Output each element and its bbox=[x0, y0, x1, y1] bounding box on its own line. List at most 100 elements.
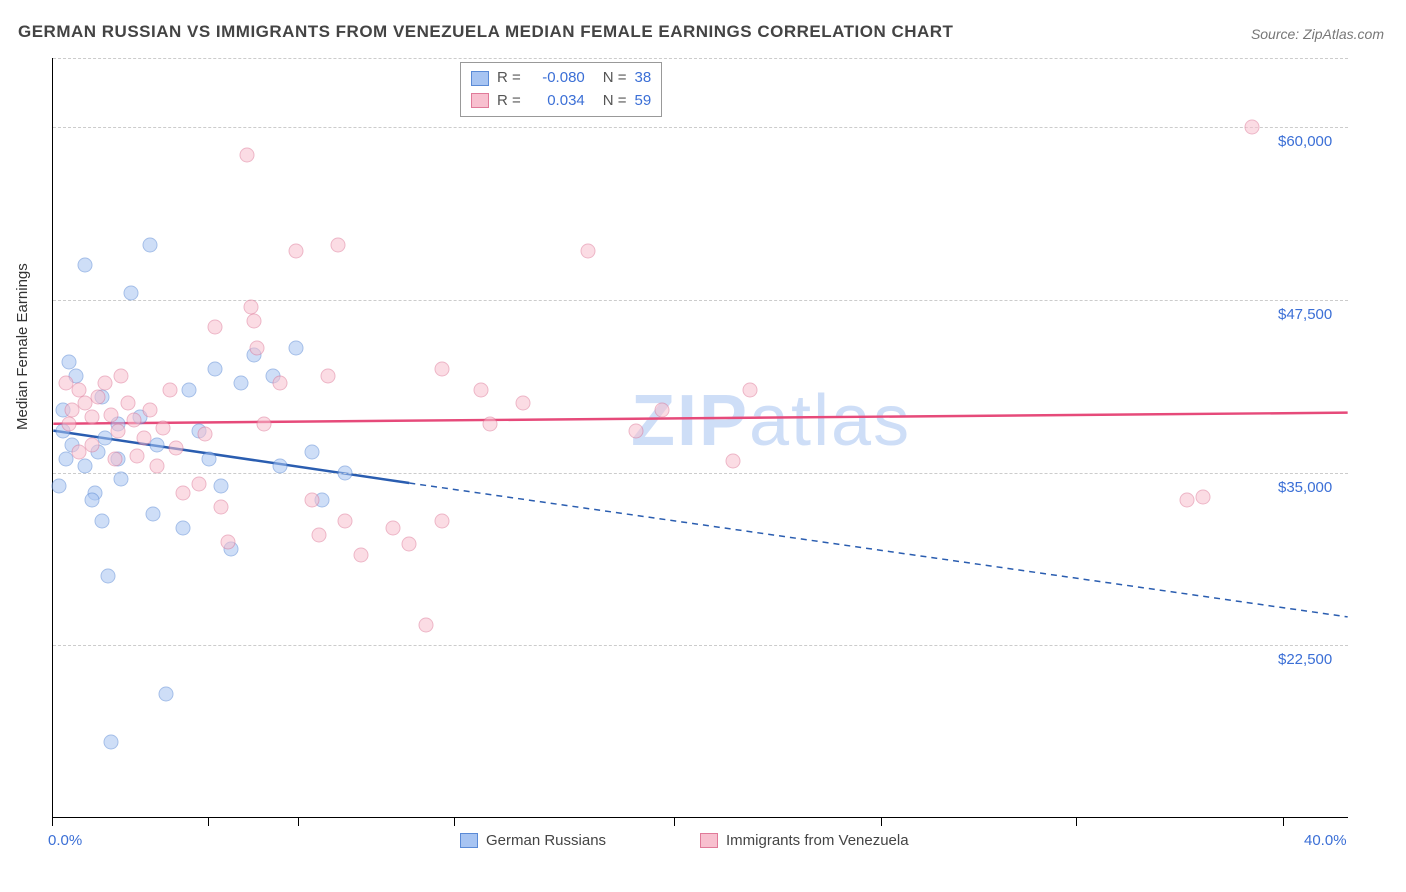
scatter-point bbox=[289, 244, 304, 259]
x-tick-mark bbox=[298, 818, 299, 826]
n-value: 38 bbox=[635, 67, 652, 90]
scatter-point bbox=[146, 507, 161, 522]
scatter-point bbox=[418, 617, 433, 632]
scatter-point bbox=[208, 320, 223, 335]
scatter-point bbox=[94, 513, 109, 528]
scatter-point bbox=[1196, 490, 1211, 505]
watermark-rest: atlas bbox=[749, 381, 911, 461]
scatter-point bbox=[120, 396, 135, 411]
scatter-point bbox=[272, 375, 287, 390]
scatter-point bbox=[220, 534, 235, 549]
scatter-point bbox=[386, 520, 401, 535]
scatter-point bbox=[434, 513, 449, 528]
scatter-point bbox=[402, 537, 417, 552]
scatter-point bbox=[182, 382, 197, 397]
scatter-point bbox=[655, 403, 670, 418]
y-tick-label: $60,000 bbox=[1278, 133, 1332, 150]
x-tick-mark bbox=[52, 818, 53, 826]
legend-swatch bbox=[700, 833, 718, 848]
scatter-point bbox=[143, 237, 158, 252]
y-tick-label: $22,500 bbox=[1278, 651, 1332, 668]
scatter-point bbox=[62, 355, 77, 370]
scatter-point bbox=[149, 437, 164, 452]
scatter-point bbox=[107, 451, 122, 466]
scatter-point bbox=[337, 513, 352, 528]
scatter-point bbox=[143, 403, 158, 418]
scatter-point bbox=[91, 389, 106, 404]
scatter-point bbox=[71, 382, 86, 397]
scatter-point bbox=[136, 431, 151, 446]
scatter-point bbox=[305, 444, 320, 459]
y-tick-label: $35,000 bbox=[1278, 479, 1332, 496]
scatter-point bbox=[208, 361, 223, 376]
scatter-point bbox=[272, 458, 287, 473]
scatter-point bbox=[175, 486, 190, 501]
r-label: R = bbox=[497, 90, 521, 113]
x-axis-min-label: 0.0% bbox=[48, 832, 82, 849]
scatter-point bbox=[580, 244, 595, 259]
scatter-point bbox=[123, 285, 138, 300]
x-tick-mark bbox=[1076, 818, 1077, 826]
scatter-point bbox=[127, 413, 142, 428]
r-value: -0.080 bbox=[529, 67, 585, 90]
y-tick-label: $47,500 bbox=[1278, 306, 1332, 323]
scatter-point bbox=[483, 417, 498, 432]
chart-container: GERMAN RUSSIAN VS IMMIGRANTS FROM VENEZU… bbox=[0, 0, 1406, 892]
y-axis-label: Median Female Earnings bbox=[14, 263, 31, 430]
trend-lines-layer bbox=[53, 58, 1348, 817]
scatter-point bbox=[114, 368, 129, 383]
scatter-point bbox=[233, 375, 248, 390]
correlation-legend-row: R =-0.080N =38 bbox=[471, 67, 651, 90]
scatter-point bbox=[201, 451, 216, 466]
x-tick-mark bbox=[454, 818, 455, 826]
grid-line bbox=[53, 127, 1348, 128]
series-legend-item: German Russians bbox=[460, 832, 606, 849]
r-value: 0.034 bbox=[529, 90, 585, 113]
x-tick-mark bbox=[208, 818, 209, 826]
scatter-point bbox=[101, 569, 116, 584]
scatter-point bbox=[52, 479, 67, 494]
scatter-point bbox=[1180, 493, 1195, 508]
scatter-point bbox=[473, 382, 488, 397]
n-label: N = bbox=[603, 67, 627, 90]
legend-swatch bbox=[471, 93, 489, 108]
scatter-point bbox=[353, 548, 368, 563]
scatter-point bbox=[156, 421, 171, 436]
scatter-point bbox=[214, 500, 229, 515]
scatter-point bbox=[162, 382, 177, 397]
grid-line bbox=[53, 645, 1348, 646]
scatter-point bbox=[169, 440, 184, 455]
source-label: Source: ZipAtlas.com bbox=[1251, 26, 1384, 42]
legend-swatch bbox=[471, 71, 489, 86]
scatter-point bbox=[1244, 120, 1259, 135]
scatter-point bbox=[78, 258, 93, 273]
scatter-point bbox=[110, 424, 125, 439]
x-axis-max-label: 40.0% bbox=[1304, 832, 1347, 849]
plot-area: ZIPatlas bbox=[52, 58, 1348, 818]
scatter-point bbox=[191, 476, 206, 491]
scatter-point bbox=[243, 299, 258, 314]
scatter-point bbox=[214, 479, 229, 494]
scatter-point bbox=[434, 361, 449, 376]
scatter-point bbox=[198, 426, 213, 441]
series-label: Immigrants from Venezuela bbox=[726, 832, 909, 849]
scatter-point bbox=[114, 472, 129, 487]
scatter-point bbox=[78, 458, 93, 473]
scatter-point bbox=[240, 147, 255, 162]
grid-line bbox=[53, 58, 1348, 59]
scatter-point bbox=[337, 465, 352, 480]
scatter-point bbox=[84, 493, 99, 508]
watermark: ZIPatlas bbox=[631, 380, 911, 462]
x-tick-mark bbox=[1283, 818, 1284, 826]
correlation-legend-row: R =0.034N =59 bbox=[471, 90, 651, 113]
legend-swatch bbox=[460, 833, 478, 848]
scatter-point bbox=[97, 375, 112, 390]
scatter-point bbox=[742, 382, 757, 397]
scatter-point bbox=[629, 424, 644, 439]
scatter-point bbox=[84, 437, 99, 452]
x-tick-mark bbox=[674, 818, 675, 826]
scatter-point bbox=[159, 686, 174, 701]
x-tick-mark bbox=[881, 818, 882, 826]
n-value: 59 bbox=[635, 90, 652, 113]
scatter-point bbox=[515, 396, 530, 411]
